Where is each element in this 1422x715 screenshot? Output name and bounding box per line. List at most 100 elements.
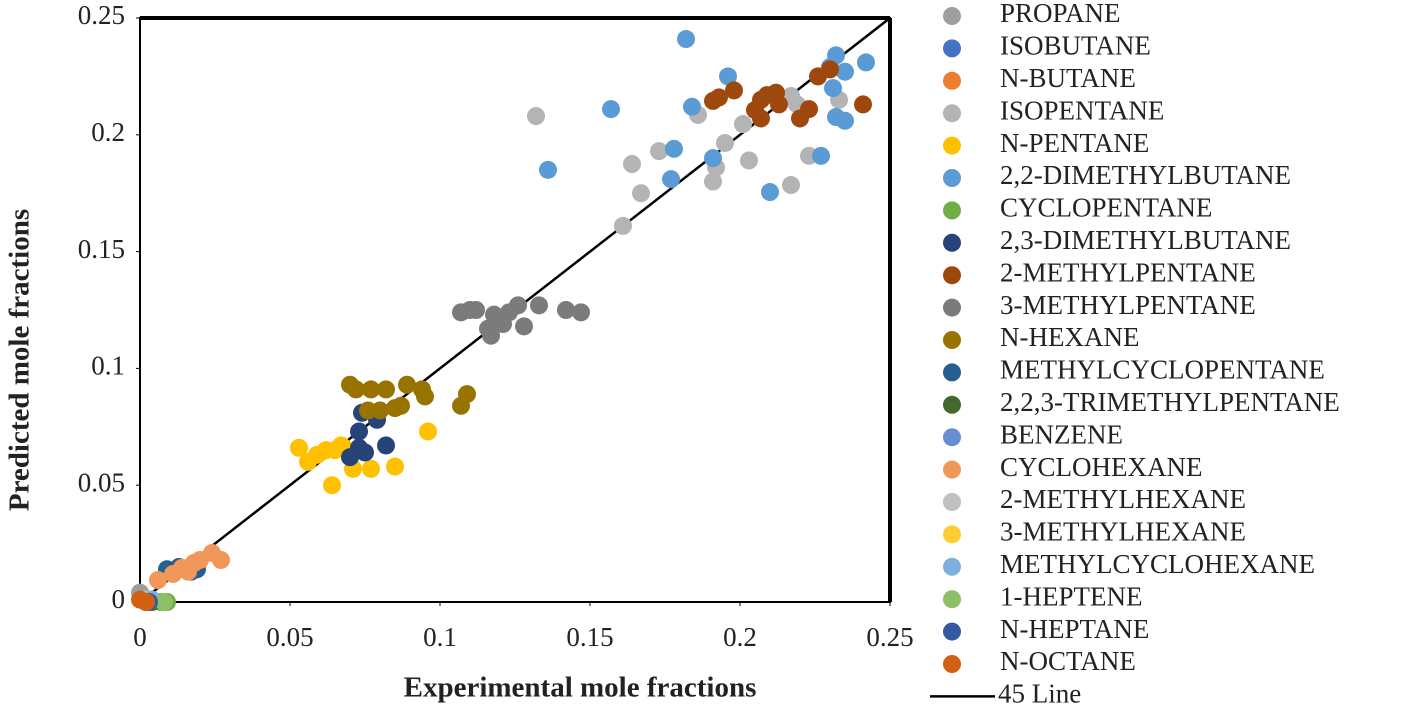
legend-marker [943, 71, 961, 90]
legend-label: 2-METHYLPENTANE [1000, 257, 1256, 287]
point [602, 100, 620, 119]
legend-label: 2,3-DIMETHYLBUTANE [1000, 225, 1291, 255]
point [761, 183, 779, 202]
legend-label: 45 Line [998, 679, 1081, 709]
x-tick-label: 0.15 [566, 622, 613, 652]
point [530, 296, 548, 315]
legend-marker [943, 590, 961, 609]
legend-marker [943, 525, 961, 544]
legend-marker [943, 428, 961, 447]
point [857, 53, 875, 72]
y-tick-label: 0.2 [91, 117, 125, 147]
point [719, 67, 737, 86]
point [836, 62, 854, 81]
legend-marker [943, 557, 961, 576]
point [650, 142, 668, 161]
point [821, 60, 839, 79]
point [347, 380, 365, 399]
point [149, 571, 167, 590]
point [557, 301, 575, 319]
point [716, 133, 734, 152]
point [323, 476, 341, 495]
legend-label: METHYLCYCLOPENTANE [1000, 355, 1325, 385]
point [704, 149, 722, 168]
point [623, 155, 641, 173]
y-tick-label: 0.25 [78, 0, 125, 30]
point [662, 170, 680, 189]
legend-label: N-BUTANE [1000, 63, 1136, 93]
legend-label: 3-METHYLHEXANE [1000, 517, 1246, 547]
point [632, 184, 650, 203]
point [854, 95, 872, 114]
x-tick-label: 0.2 [723, 622, 757, 652]
x-tick-label: 0.1 [423, 622, 457, 652]
y-tick-label: 0.05 [78, 467, 125, 497]
legend-marker [943, 363, 961, 382]
legend-label: ISOPENTANE [1000, 95, 1164, 125]
point [527, 107, 545, 126]
point [800, 100, 818, 119]
legend-label: CYCLOPENTANE [1000, 193, 1212, 223]
y-axis-label: Predicted mole fractions [4, 209, 36, 511]
point [509, 296, 527, 315]
y-tick-label: 0.15 [78, 234, 125, 264]
point [350, 422, 368, 441]
point [824, 79, 842, 98]
point [740, 151, 758, 170]
legend-marker [943, 655, 961, 673]
legend-marker [943, 460, 961, 479]
point [614, 216, 632, 235]
legend-label: N-PENTANE [1000, 128, 1149, 158]
point [665, 139, 683, 158]
point [179, 562, 197, 581]
x-tick-label: 0 [133, 622, 147, 652]
legend-marker [943, 169, 961, 187]
x-tick-label: 0.25 [866, 622, 913, 652]
point [458, 385, 476, 404]
point [356, 443, 374, 462]
point [419, 422, 437, 441]
point [398, 375, 416, 394]
legend-label: N-OCTANE [1000, 646, 1136, 676]
point [812, 146, 830, 165]
legend-marker [943, 298, 961, 317]
legend-label: BENZENE [1000, 419, 1123, 449]
legend-marker [943, 331, 961, 349]
legend-label: N-HEPTANE [1000, 614, 1149, 644]
point [212, 550, 230, 569]
point [362, 459, 380, 478]
point [782, 176, 800, 195]
legend-marker [943, 39, 961, 58]
legend-label: 2,2-DIMETHYLBUTANE [1000, 160, 1291, 190]
point [725, 81, 743, 100]
point [416, 387, 434, 406]
legend-marker [943, 395, 961, 414]
point [704, 172, 722, 191]
point [467, 301, 485, 319]
legend-label: 2-METHYLHEXANE [1000, 484, 1246, 514]
point [371, 401, 389, 420]
legend-label: CYCLOHEXANE [1000, 452, 1203, 482]
legend-label: 2,2,3-TRIMETHYLPENTANE [1000, 387, 1340, 417]
legend-label: 3-METHYLPENTANE [1000, 290, 1256, 320]
point [770, 95, 788, 114]
point [377, 380, 395, 399]
x-tick-label: 0.05 [266, 622, 313, 652]
legend-marker [943, 136, 961, 155]
y-tick-label: 0 [112, 584, 126, 614]
legend-label: N-HEXANE [1000, 322, 1139, 352]
point [155, 593, 173, 611]
point [539, 160, 557, 179]
point [836, 111, 854, 130]
legend-marker [943, 233, 961, 252]
legend-label: 1-HEPTENE [1000, 581, 1142, 611]
point [677, 30, 695, 49]
point [137, 593, 155, 611]
legend-marker [943, 622, 961, 641]
legend-marker [943, 104, 961, 123]
legend-marker [943, 7, 961, 25]
point [386, 457, 404, 476]
point [683, 97, 701, 116]
point [392, 396, 410, 415]
